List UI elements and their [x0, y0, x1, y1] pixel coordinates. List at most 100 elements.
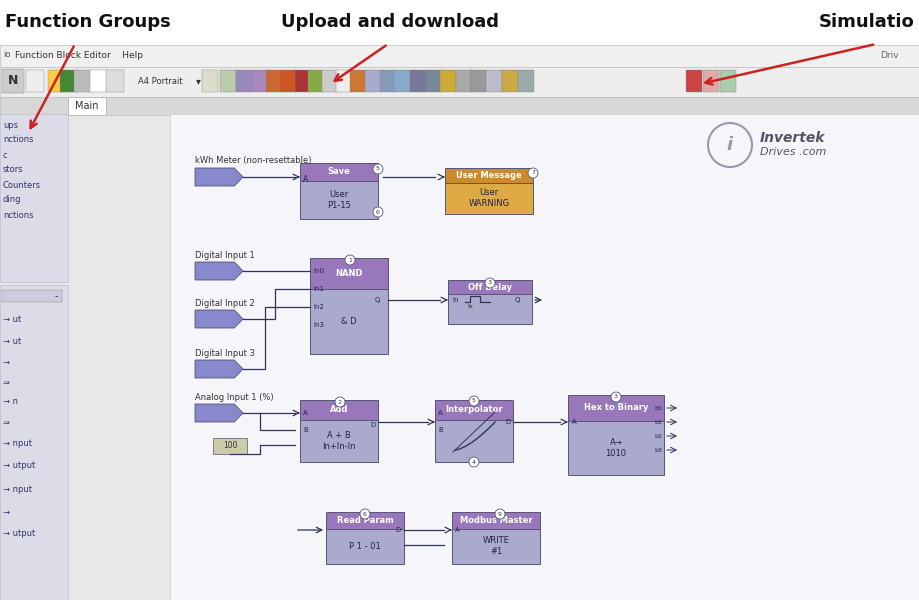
Circle shape — [469, 396, 479, 406]
Text: ts: ts — [468, 304, 473, 310]
Bar — [310, 258, 388, 289]
Text: stors: stors — [3, 166, 24, 175]
Text: Q: Q — [375, 297, 380, 303]
Text: User
P1-15: User P1-15 — [327, 190, 350, 210]
Bar — [202, 70, 218, 92]
Text: 5: 5 — [376, 166, 380, 172]
Text: Driv: Driv — [879, 52, 898, 61]
Text: Digital Input 3: Digital Input 3 — [195, 349, 255, 358]
Text: b2: b2 — [653, 433, 662, 439]
Text: 3: 3 — [613, 395, 618, 400]
Text: B: B — [437, 427, 442, 433]
Bar — [310, 289, 388, 354]
Text: 1: 1 — [347, 257, 352, 263]
Text: b1: b1 — [653, 419, 661, 425]
Text: User Message: User Message — [456, 171, 521, 180]
Text: & D: & D — [341, 317, 357, 326]
Text: ⇒: ⇒ — [3, 377, 10, 386]
Circle shape — [484, 278, 494, 288]
Text: → utput: → utput — [3, 529, 35, 539]
Text: 6: 6 — [363, 511, 367, 517]
Bar — [0, 67, 919, 97]
Text: c: c — [3, 151, 7, 160]
Bar — [325, 529, 403, 564]
Bar — [300, 163, 378, 181]
Text: A: A — [302, 175, 308, 185]
Bar — [252, 70, 267, 92]
Bar — [266, 70, 282, 92]
Bar — [0, 0, 919, 45]
Text: b0: b0 — [653, 406, 661, 410]
Bar — [456, 70, 471, 92]
Text: D: D — [505, 419, 510, 425]
Bar — [0, 45, 919, 67]
Text: Q: Q — [515, 297, 520, 303]
Polygon shape — [195, 168, 243, 186]
Bar — [236, 70, 252, 92]
Text: In0: In0 — [312, 268, 323, 274]
Text: N: N — [7, 74, 18, 88]
Text: Main: Main — [75, 101, 98, 111]
Bar — [410, 70, 425, 92]
Text: NAND: NAND — [335, 269, 362, 278]
Bar — [60, 70, 78, 92]
Bar — [702, 70, 719, 92]
Text: P 1 - 01: P 1 - 01 — [348, 542, 380, 551]
Text: B: B — [302, 427, 308, 433]
Text: kWh Meter (non-resettable): kWh Meter (non-resettable) — [195, 156, 312, 165]
Text: A: A — [302, 410, 308, 416]
Text: Function Groups: Function Groups — [5, 13, 171, 31]
Text: nctions: nctions — [3, 211, 33, 220]
Text: 100: 100 — [222, 442, 237, 451]
Text: Off Delay: Off Delay — [468, 283, 512, 292]
Bar — [300, 420, 378, 462]
Bar — [90, 70, 108, 92]
Bar — [435, 420, 513, 462]
Bar — [451, 512, 539, 529]
Text: 4: 4 — [471, 460, 475, 464]
Bar — [0, 114, 68, 282]
Circle shape — [494, 509, 505, 519]
Bar — [26, 70, 44, 92]
Text: In1: In1 — [312, 286, 323, 292]
Text: 5: 5 — [471, 398, 475, 403]
Text: → ut: → ut — [3, 316, 21, 325]
Text: A: A — [437, 410, 442, 416]
Text: i: i — [726, 136, 732, 154]
Circle shape — [335, 397, 345, 407]
Text: → nput: → nput — [3, 485, 32, 494]
Bar — [349, 70, 366, 92]
Text: Digital Input 1: Digital Input 1 — [195, 251, 255, 260]
Text: Invertek: Invertek — [759, 131, 824, 145]
Circle shape — [469, 457, 479, 467]
Bar — [448, 294, 531, 324]
Bar — [365, 70, 380, 92]
Text: A + B
In+In-In: A + B In+In-In — [322, 431, 356, 451]
Circle shape — [372, 207, 382, 217]
Bar — [425, 70, 441, 92]
Text: → n: → n — [3, 397, 18, 407]
Text: D: D — [369, 422, 375, 428]
Bar — [335, 70, 352, 92]
Text: In: In — [451, 297, 458, 303]
Bar — [68, 97, 106, 115]
Text: Hex to Binary: Hex to Binary — [584, 403, 648, 412]
Text: → ut: → ut — [3, 337, 21, 346]
Text: A4 Portrait: A4 Portrait — [138, 76, 183, 85]
Text: io: io — [3, 50, 10, 59]
Bar — [279, 70, 296, 92]
Bar — [74, 70, 92, 92]
Bar — [2, 69, 24, 93]
Bar — [295, 70, 311, 92]
Polygon shape — [195, 360, 243, 378]
Text: nctions: nctions — [3, 136, 33, 145]
Circle shape — [610, 392, 620, 402]
Bar — [0, 285, 68, 600]
Text: Read Param: Read Param — [336, 516, 393, 525]
Circle shape — [528, 168, 538, 178]
Bar — [485, 70, 502, 92]
Circle shape — [345, 255, 355, 265]
Bar — [322, 70, 337, 92]
Text: A→
1010: A→ 1010 — [605, 438, 626, 458]
Text: Analog Input 1 (%): Analog Input 1 (%) — [195, 393, 273, 402]
